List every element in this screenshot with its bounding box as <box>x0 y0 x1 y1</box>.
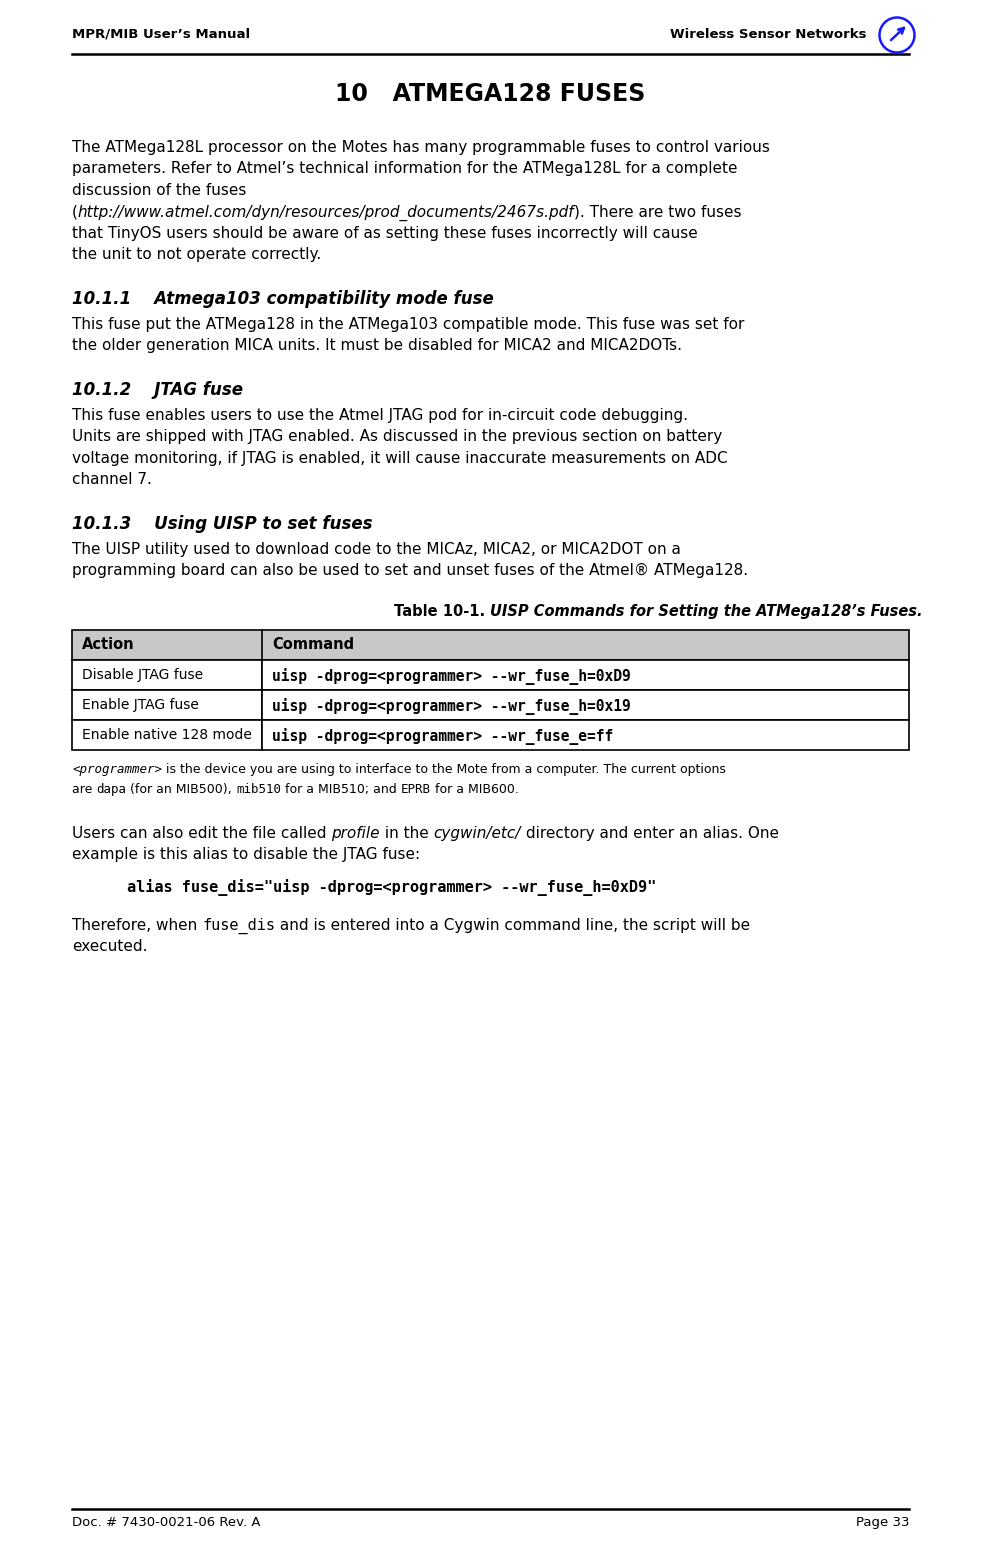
Text: Page 33: Page 33 <box>855 1516 909 1530</box>
Text: fuse_dis: fuse_dis <box>202 918 275 933</box>
Text: discussion of the fuses: discussion of the fuses <box>72 183 246 197</box>
Text: (: ( <box>72 205 77 219</box>
Text: 10.1.1    Atmega103 compatibility mode fuse: 10.1.1 Atmega103 compatibility mode fuse <box>72 290 493 307</box>
Text: The ATMega128L processor on the Motes has many programmable fuses to control var: The ATMega128L processor on the Motes ha… <box>72 140 770 155</box>
Text: UISP Commands for Setting the ATMega128’s Fuses.: UISP Commands for Setting the ATMega128’… <box>490 604 923 620</box>
Text: This fuse put the ATMega128 in the ATMega103 compatible mode. This fuse was set : This fuse put the ATMega128 in the ATMeg… <box>72 317 745 332</box>
Text: <programmer>: <programmer> <box>72 763 162 776</box>
Text: Enable native 128 mode: Enable native 128 mode <box>82 728 252 742</box>
Text: dapa: dapa <box>96 783 127 795</box>
Text: uisp -dprog=<programmer> --wr_fuse_h=0xD9: uisp -dprog=<programmer> --wr_fuse_h=0xD… <box>272 668 631 685</box>
Text: profile: profile <box>332 826 380 840</box>
Text: Command: Command <box>272 637 354 652</box>
Text: are: are <box>72 783 96 795</box>
Text: mib510: mib510 <box>236 783 281 795</box>
Text: Users can also edit the file called: Users can also edit the file called <box>72 826 332 840</box>
Text: Wireless Sensor Networks: Wireless Sensor Networks <box>670 28 867 40</box>
Text: in the: in the <box>380 826 434 840</box>
Text: for a MIB600.: for a MIB600. <box>431 783 519 795</box>
Text: the older generation MICA units. It must be disabled for MICA2 and MICA2DOTs.: the older generation MICA units. It must… <box>72 339 682 354</box>
Text: programming board can also be used to set and unset fuses of the Atmel® ATMega12: programming board can also be used to se… <box>72 564 749 578</box>
Text: example is this alias to disable the JTAG fuse:: example is this alias to disable the JTA… <box>72 848 420 862</box>
Text: Table 10-1.: Table 10-1. <box>394 604 490 620</box>
Text: alias fuse_dis="uisp -dprog=<programmer> --wr_fuse_h=0xD9": alias fuse_dis="uisp -dprog=<programmer>… <box>127 879 656 896</box>
Text: 10   ATMEGA128 FUSES: 10 ATMEGA128 FUSES <box>336 82 645 106</box>
Text: EPRB: EPRB <box>401 783 431 795</box>
Text: (for an MIB500),: (for an MIB500), <box>127 783 236 795</box>
Bar <box>262 660 909 690</box>
Text: for a MIB510; and: for a MIB510; and <box>281 783 401 795</box>
Bar <box>72 690 262 721</box>
Text: voltage monitoring, if JTAG is enabled, it will cause inaccurate measurements on: voltage monitoring, if JTAG is enabled, … <box>72 450 728 466</box>
Text: Doc. # 7430-0021-06 Rev. A: Doc. # 7430-0021-06 Rev. A <box>72 1516 261 1530</box>
Text: and is entered into a Cygwin command line, the script will be: and is entered into a Cygwin command lin… <box>275 918 750 933</box>
Text: Therefore, when: Therefore, when <box>72 918 202 933</box>
Bar <box>262 721 909 750</box>
Text: 10.1.3    Using UISP to set fuses: 10.1.3 Using UISP to set fuses <box>72 514 373 533</box>
Bar <box>262 690 909 721</box>
Text: Disable JTAG fuse: Disable JTAG fuse <box>82 668 203 682</box>
Bar <box>72 631 909 660</box>
Text: directory and enter an alias. One: directory and enter an alias. One <box>521 826 779 840</box>
Text: The UISP utility used to download code to the MICAz, MICA2, or MICA2DOT on a: The UISP utility used to download code t… <box>72 542 681 556</box>
Text: channel 7.: channel 7. <box>72 472 152 488</box>
Text: Units are shipped with JTAG enabled. As discussed in the previous section on bat: Units are shipped with JTAG enabled. As … <box>72 429 722 444</box>
Bar <box>72 660 262 690</box>
Text: http://www.atmel.com/dyn/resources/prod_documents/2467s.pdf: http://www.atmel.com/dyn/resources/prod_… <box>77 205 575 221</box>
Text: 10.1.2    JTAG fuse: 10.1.2 JTAG fuse <box>72 380 243 399</box>
Text: uisp -dprog=<programmer> --wr_fuse_h=0x19: uisp -dprog=<programmer> --wr_fuse_h=0x1… <box>272 697 631 714</box>
Text: that TinyOS users should be aware of as setting these fuses incorrectly will cau: that TinyOS users should be aware of as … <box>72 227 697 241</box>
Text: MPR/MIB User’s Manual: MPR/MIB User’s Manual <box>72 28 250 40</box>
Text: ). There are two fuses: ). There are two fuses <box>575 205 742 219</box>
Text: executed.: executed. <box>72 940 147 954</box>
Bar <box>72 721 262 750</box>
Text: Action: Action <box>82 637 134 652</box>
Text: the unit to not operate correctly.: the unit to not operate correctly. <box>72 247 321 262</box>
Text: parameters. Refer to Atmel’s technical information for the ATMega128L for a comp: parameters. Refer to Atmel’s technical i… <box>72 162 738 177</box>
Text: is the device you are using to interface to the Mote from a computer. The curren: is the device you are using to interface… <box>162 763 726 776</box>
Text: This fuse enables users to use the Atmel JTAG pod for in-circuit code debugging.: This fuse enables users to use the Atmel… <box>72 408 688 422</box>
Text: cygwin/etc/: cygwin/etc/ <box>434 826 521 840</box>
Text: Enable JTAG fuse: Enable JTAG fuse <box>82 697 199 711</box>
Text: uisp -dprog=<programmer> --wr_fuse_e=ff: uisp -dprog=<programmer> --wr_fuse_e=ff <box>272 728 613 745</box>
